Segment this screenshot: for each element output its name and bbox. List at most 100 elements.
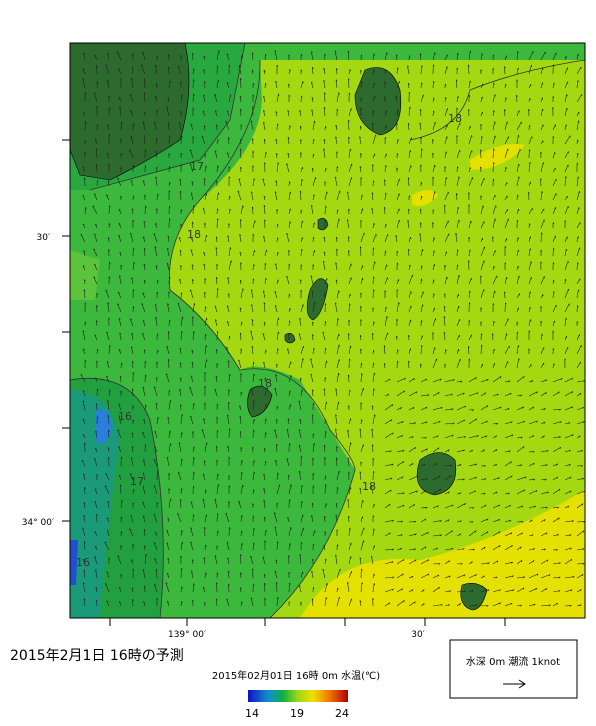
current-arrow (552, 517, 560, 523)
current-arrow (132, 419, 135, 424)
current-arrow (408, 360, 410, 369)
current-arrow (516, 604, 522, 607)
current-arrow (215, 276, 218, 285)
colorbar-tick-label: 24 (335, 707, 349, 720)
current-arrow (168, 472, 171, 480)
current-arrow (132, 123, 135, 131)
current-arrow (492, 449, 498, 453)
current-arrow (144, 404, 147, 411)
current-arrow (132, 489, 135, 495)
current-arrow (153, 485, 158, 495)
current-arrow (444, 108, 449, 117)
current-arrow (142, 568, 146, 579)
current-arrow (334, 50, 338, 61)
current-arrow (371, 192, 374, 201)
current-arrow (396, 547, 403, 551)
current-arrow (347, 499, 350, 509)
current-arrow (312, 222, 316, 229)
current-arrow (131, 346, 134, 355)
current-arrow (528, 181, 532, 187)
lon-label: 30′ (411, 630, 425, 640)
current-arrow (155, 265, 158, 271)
current-arrow (275, 582, 278, 593)
current-arrow (312, 177, 317, 187)
current-arrow (372, 247, 375, 257)
current-arrow (408, 237, 412, 243)
current-arrow (504, 238, 508, 243)
current-arrow (167, 96, 170, 103)
current-arrow (252, 138, 254, 145)
current-arrow (300, 455, 303, 467)
current-arrow (347, 374, 350, 383)
current-arrow (444, 393, 453, 397)
current-arrow (407, 177, 410, 187)
current-arrow (300, 500, 303, 509)
current-arrow (144, 545, 146, 551)
current-arrow (204, 153, 207, 158)
current-arrow (372, 332, 374, 341)
current-arrow (132, 289, 135, 299)
current-arrow (336, 108, 339, 117)
current-arrow (288, 571, 291, 579)
current-arrow (108, 223, 111, 229)
current-arrow (84, 486, 86, 495)
current-arrow (203, 418, 206, 425)
current-arrow (360, 362, 363, 369)
current-arrow (348, 542, 352, 551)
current-arrow (444, 379, 455, 383)
current-arrow (347, 236, 350, 243)
current-arrow (346, 219, 350, 229)
current-arrow (190, 527, 194, 537)
current-arrow (432, 191, 436, 201)
current-arrow (348, 598, 353, 607)
current-arrow (263, 487, 266, 495)
current-arrow (155, 316, 158, 327)
current-arrow (252, 429, 255, 439)
current-arrow (156, 166, 158, 173)
current-arrow (516, 446, 525, 453)
current-arrow (119, 106, 122, 117)
current-arrow (384, 503, 391, 509)
current-arrow (456, 305, 460, 313)
current-arrow (552, 136, 555, 145)
current-arrow (131, 208, 134, 215)
current-arrow (155, 402, 158, 411)
current-arrow (240, 572, 242, 579)
current-arrow (348, 303, 351, 313)
current-arrow (144, 111, 146, 117)
current-arrow (552, 348, 555, 355)
current-arrow (408, 446, 417, 453)
current-arrow (420, 344, 423, 355)
current-arrow (288, 555, 290, 565)
current-arrow (468, 135, 473, 145)
current-arrow (216, 139, 219, 145)
current-arrow (468, 530, 477, 537)
current-arrow (324, 92, 326, 103)
current-arrow (276, 279, 279, 285)
current-arrow (348, 293, 351, 299)
current-arrow (420, 463, 426, 467)
current-arrow (191, 349, 194, 355)
current-arrow (155, 95, 158, 103)
current-arrow (348, 263, 352, 271)
current-arrow (142, 515, 146, 523)
current-arrow (82, 265, 86, 271)
current-arrow (167, 517, 170, 523)
current-arrow (456, 520, 462, 523)
current-arrow (432, 97, 435, 103)
current-arrow (108, 389, 111, 397)
current-arrow (432, 237, 435, 243)
current-arrow (180, 94, 183, 103)
current-arrow (384, 432, 394, 439)
current-arrow (286, 275, 290, 285)
current-arrow (552, 82, 555, 89)
current-arrow (192, 279, 194, 285)
current-arrow (576, 361, 581, 369)
current-arrow (492, 333, 494, 341)
current-arrow (252, 460, 255, 467)
current-arrow (576, 53, 579, 61)
current-arrow (156, 349, 159, 355)
current-arrow (528, 64, 533, 75)
current-arrow (156, 193, 159, 201)
current-arrow (300, 220, 304, 229)
